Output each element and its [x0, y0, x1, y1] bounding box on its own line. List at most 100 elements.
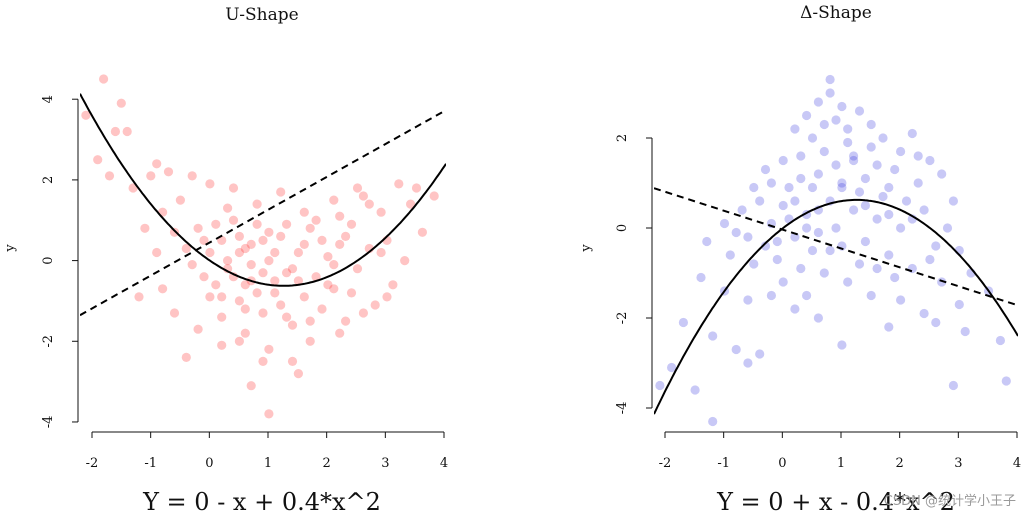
delta-shape-point — [931, 317, 941, 328]
delta-shape-point — [866, 119, 876, 130]
delta-shape-y-tick-label: -4 — [615, 402, 630, 415]
u-shape-point — [234, 336, 244, 346]
delta-shape-point — [772, 236, 782, 247]
delta-shape-points — [655, 74, 1011, 427]
delta-shape-point — [837, 340, 847, 350]
u-shape-point — [394, 179, 404, 189]
u-shape-point — [211, 280, 221, 290]
u-shape-point — [163, 167, 174, 177]
u-shape-point — [323, 252, 333, 262]
delta-shape-point — [702, 236, 712, 247]
delta-shape-panel: Δ-Shape y Y = 0 + x - 0.4*x^2 -2 -1 0 1 2 3 4 -… — [579, 3, 1021, 516]
u-shape-point — [400, 256, 410, 266]
delta-shape-point — [778, 277, 788, 287]
delta-shape-point — [755, 349, 765, 359]
u-shape-point — [93, 155, 103, 165]
u-shape-point — [276, 300, 286, 310]
u-shape-point — [293, 247, 303, 258]
delta-shape-point — [731, 227, 741, 238]
u-shape-point — [358, 191, 368, 201]
delta-shape-point — [843, 124, 853, 134]
delta-shape-point — [960, 326, 970, 337]
delta-shape-point — [802, 110, 812, 121]
u-shape-point — [205, 179, 215, 189]
delta-shape-point — [884, 182, 894, 193]
u-shape-point — [81, 110, 91, 120]
u-shape-point — [181, 352, 191, 362]
delta-shape-x-tick-label: 4 — [1013, 456, 1021, 471]
u-shape-point — [305, 316, 315, 326]
u-shape-point — [252, 199, 262, 209]
delta-shape-point — [819, 268, 829, 278]
u-shape-point — [252, 219, 262, 229]
delta-shape-point — [896, 146, 906, 157]
u-shape-point — [193, 223, 203, 233]
u-shape-point — [199, 235, 209, 245]
delta-shape-point — [843, 277, 853, 287]
delta-shape-point — [995, 335, 1006, 346]
delta-shape-point — [849, 205, 859, 215]
u-shape-point — [205, 247, 215, 258]
delta-shape-point — [790, 124, 800, 134]
u-shape-point — [158, 284, 168, 294]
u-shape-point — [169, 308, 180, 318]
u-shape-title: U-Shape — [225, 5, 298, 25]
delta-shape-point — [890, 272, 900, 283]
u-shape-point — [382, 292, 392, 302]
delta-shape-point — [778, 200, 788, 211]
u-shape-point — [411, 183, 422, 193]
delta-shape-point — [884, 322, 894, 332]
u-shape-point — [282, 219, 292, 229]
u-shape-point — [240, 280, 250, 290]
u-shape-point — [287, 356, 298, 366]
delta-shape-point — [884, 250, 894, 260]
delta-shape-x-tick-label: 2 — [896, 456, 904, 471]
delta-shape-point — [807, 245, 818, 256]
u-shape-point — [258, 356, 268, 366]
u-shape-point — [329, 260, 339, 270]
u-shape-point — [335, 239, 345, 249]
u-shape-point — [175, 195, 185, 205]
delta-shape-y-tick-label: 0 — [615, 224, 630, 232]
delta-shape-point — [831, 160, 841, 170]
u-shape-point — [346, 288, 357, 298]
delta-shape-point — [778, 155, 788, 166]
u-shape-point — [246, 381, 256, 391]
watermark-text: CSDN @统计学小王子 — [884, 493, 1016, 509]
u-shape-linear-fit-line — [80, 109, 446, 317]
u-shape-point — [406, 199, 416, 209]
delta-shape-point — [755, 196, 765, 206]
u-shape-panel: U-Shape y Y = 0 - x + 0.4*x^2 -2 -1 0 1 2 3 4 -… — [3, 5, 448, 516]
u-shape-point — [388, 280, 398, 290]
u-shape-y-axis-label: y — [3, 244, 18, 253]
delta-shape-x-tick-label: -2 — [659, 456, 672, 471]
delta-shape-point — [760, 164, 771, 175]
delta-shape-point — [708, 331, 718, 341]
delta-shape-point — [784, 182, 794, 193]
delta-shape-point — [931, 241, 941, 251]
u-shape-point — [329, 195, 339, 205]
delta-shape-point — [790, 304, 800, 314]
u-shape-point — [376, 207, 386, 217]
u-shape-point — [258, 308, 268, 318]
u-shape-point — [352, 183, 363, 193]
u-shape-point — [287, 264, 298, 274]
u-shape-point — [270, 288, 280, 298]
delta-shape-point — [725, 250, 735, 260]
delta-shape-point — [872, 263, 882, 274]
delta-shape-point — [696, 272, 706, 283]
u-shape-x-tick-label: 0 — [205, 456, 213, 471]
delta-shape-point — [825, 245, 835, 256]
u-shape-point — [317, 304, 327, 314]
u-shape-quadratic-curve — [80, 93, 446, 287]
delta-shape-point — [872, 214, 882, 224]
delta-shape-point — [837, 101, 847, 112]
u-shape-point — [104, 171, 115, 181]
u-shape-point — [205, 292, 215, 302]
delta-shape-point — [790, 196, 800, 206]
delta-shape-point — [813, 97, 824, 107]
delta-shape-point — [813, 227, 824, 238]
u-shape-point — [234, 231, 244, 241]
u-shape-point — [217, 340, 227, 350]
u-shape-y-tick-label: -4 — [41, 416, 56, 429]
